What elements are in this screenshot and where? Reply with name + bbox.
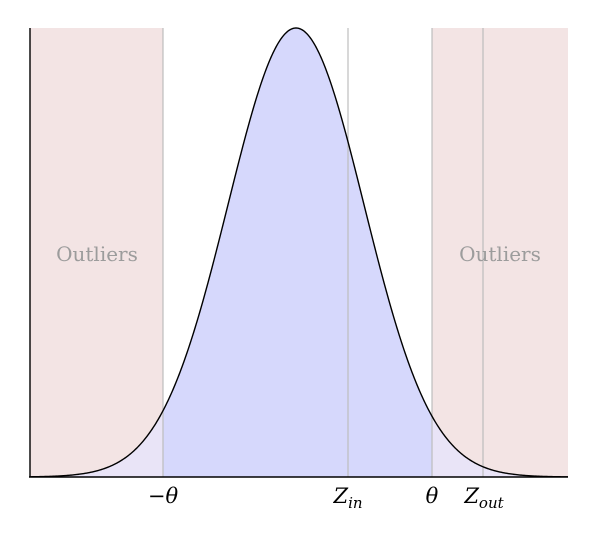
z-in-label-subscript: in (348, 494, 362, 512)
right-outlier-region (432, 28, 568, 477)
left-outlier-region (30, 28, 163, 477)
curve-fill-left-tail (30, 410, 163, 477)
z-out-label: Zout (463, 484, 504, 512)
z-out-label-base: Z (463, 484, 479, 508)
neg-theta-label: −θ (148, 484, 179, 508)
curve-fill-right-tail (432, 416, 568, 477)
theta-label: θ (426, 484, 439, 508)
z-in-label-base: Z (332, 484, 348, 508)
gaussian-curve (29, 27, 569, 478)
curve-fill-inlier (163, 28, 432, 477)
right-outliers-label: Outliers (459, 242, 541, 266)
z-out-label-subscript: out (479, 494, 505, 512)
left-outliers-label: Outliers (56, 242, 138, 266)
z-in-label: Zin (332, 484, 362, 512)
